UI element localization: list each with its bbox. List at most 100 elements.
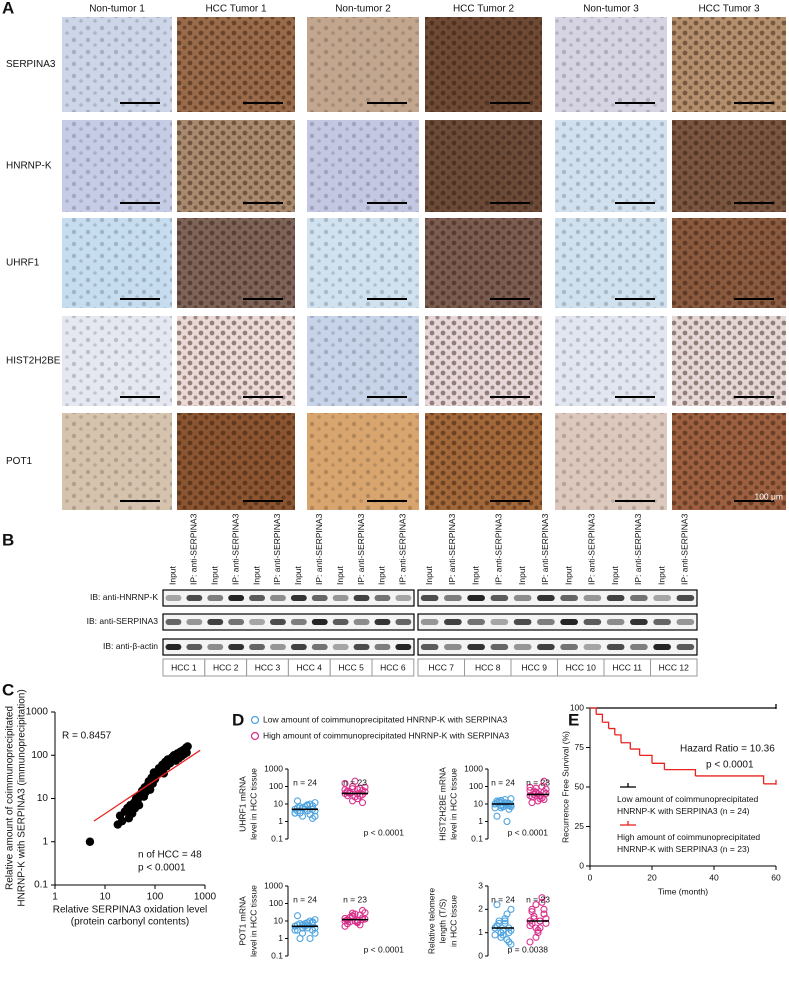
dot bbox=[353, 785, 362, 793]
band bbox=[332, 595, 349, 601]
sample-label: HCC 5 bbox=[338, 662, 364, 672]
column-header: HCC Tumor 3 bbox=[698, 4, 760, 15]
lane-label: Input bbox=[168, 565, 178, 585]
dot bbox=[491, 931, 499, 939]
band bbox=[332, 644, 349, 650]
dot bbox=[303, 807, 312, 815]
survival-step bbox=[590, 707, 597, 715]
y-tick-label: 10 bbox=[274, 798, 284, 808]
dot bbox=[507, 940, 515, 948]
band bbox=[653, 595, 671, 601]
band bbox=[270, 644, 286, 650]
ihc-texture bbox=[672, 120, 786, 212]
ihc-texture bbox=[555, 218, 667, 308]
lane-label: Input bbox=[377, 565, 387, 585]
y-tick-label: 2 bbox=[478, 904, 483, 914]
x-tick-label: 1 bbox=[52, 892, 58, 903]
annotation: p < 0.0001 bbox=[138, 863, 186, 874]
dot bbox=[532, 933, 540, 941]
y-tick-label: 0.1 bbox=[471, 833, 483, 843]
y-axis-label: HIST2H2BE mRNA bbox=[437, 767, 447, 841]
panel-label: C bbox=[2, 680, 14, 699]
sample-label: HCC 3 bbox=[255, 662, 281, 672]
legend-label: High amount of coimmunoprecipitated HNRN… bbox=[263, 730, 509, 740]
x-tick-label: 100 bbox=[147, 892, 164, 903]
band bbox=[290, 644, 307, 650]
band bbox=[290, 595, 307, 601]
band bbox=[186, 595, 203, 601]
band bbox=[270, 595, 286, 601]
y-axis-label: length (T/S) bbox=[437, 899, 447, 944]
y-tick-label: 10 bbox=[474, 798, 484, 808]
sample-label: HCC 7 bbox=[428, 662, 454, 672]
band bbox=[537, 595, 555, 601]
panel-label: D bbox=[232, 710, 244, 729]
dot bbox=[351, 777, 359, 785]
lane-label: Input bbox=[656, 565, 666, 585]
ihc-texture bbox=[672, 218, 786, 308]
survival-step bbox=[630, 748, 641, 756]
band bbox=[537, 619, 555, 625]
n-label: n = 23 bbox=[343, 894, 367, 904]
band bbox=[270, 619, 286, 625]
lane-label: Input bbox=[210, 565, 220, 585]
y-tick-label: 0 bbox=[478, 950, 483, 960]
band bbox=[420, 619, 439, 625]
dot bbox=[503, 936, 511, 944]
lane-label: IP: anti-SERPINA3 bbox=[189, 513, 199, 585]
dot bbox=[507, 795, 515, 803]
survival-step bbox=[608, 727, 616, 735]
dot bbox=[353, 918, 362, 926]
band bbox=[228, 619, 245, 625]
band bbox=[513, 644, 532, 650]
dot bbox=[291, 926, 299, 934]
n-label: n = 24 bbox=[491, 777, 515, 787]
dot bbox=[296, 934, 304, 943]
dot bbox=[538, 898, 546, 906]
ihc-texture bbox=[672, 316, 786, 406]
blot-label: IB: anti-HNRNP-K bbox=[90, 592, 158, 602]
survival-step bbox=[602, 721, 610, 729]
y-tick-label: 1000 bbox=[264, 763, 283, 773]
lane-label: IP: anti-SERPINA3 bbox=[356, 513, 366, 585]
ihc-texture bbox=[425, 413, 542, 510]
sample-box bbox=[371, 658, 415, 677]
band bbox=[290, 619, 307, 625]
legend-marker bbox=[250, 715, 260, 725]
band bbox=[606, 595, 625, 601]
lane-label: Input bbox=[335, 565, 345, 585]
dot bbox=[501, 919, 509, 927]
point bbox=[85, 837, 95, 846]
point bbox=[182, 748, 191, 757]
band bbox=[537, 644, 555, 650]
lane-label: IP: anti-SERPINA3 bbox=[314, 513, 324, 585]
band bbox=[165, 644, 182, 650]
band bbox=[630, 595, 648, 601]
ihc-texture bbox=[555, 17, 667, 112]
ihc-texture bbox=[177, 120, 295, 212]
dot bbox=[538, 894, 546, 902]
dot bbox=[341, 922, 349, 930]
ihc-texture bbox=[62, 218, 172, 308]
band bbox=[311, 619, 328, 625]
ihc-texture bbox=[672, 17, 786, 112]
dot bbox=[311, 929, 319, 937]
band bbox=[560, 595, 578, 601]
sample-label: HCC 2 bbox=[213, 662, 239, 672]
panel-label: A bbox=[2, 0, 14, 17]
survival-step bbox=[695, 775, 765, 784]
y-tick-label: 0.1 bbox=[34, 880, 48, 891]
band bbox=[490, 595, 509, 601]
column-header: Non-tumor 3 bbox=[583, 4, 639, 15]
ihc-texture bbox=[307, 413, 419, 510]
y-tick-label: 1 bbox=[278, 933, 283, 943]
blot bbox=[417, 589, 698, 607]
y-tick-label: 10 bbox=[37, 793, 49, 804]
ihc-texture bbox=[62, 413, 172, 510]
band bbox=[249, 644, 265, 650]
lane-label: Input bbox=[424, 565, 434, 585]
x-axis-label: Time (month) bbox=[658, 886, 708, 896]
band bbox=[653, 619, 671, 625]
band bbox=[207, 644, 224, 650]
